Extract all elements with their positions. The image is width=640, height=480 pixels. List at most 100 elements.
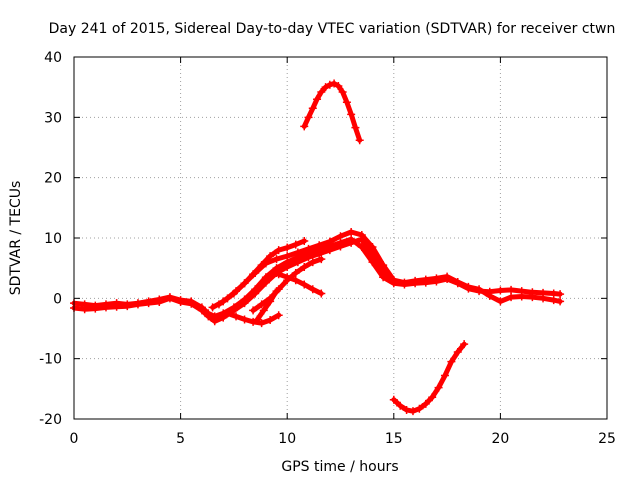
data-point — [112, 302, 121, 311]
data-point — [251, 289, 260, 298]
data-point — [368, 243, 377, 252]
data-point — [259, 306, 268, 315]
data-point — [144, 299, 153, 308]
data-point — [274, 246, 283, 255]
data-point — [197, 306, 206, 315]
data-point — [240, 315, 249, 324]
data-point — [517, 292, 526, 301]
data-point — [223, 294, 232, 303]
data-point — [155, 297, 164, 306]
data-point — [266, 297, 275, 306]
data-point — [315, 241, 324, 250]
data-point — [176, 297, 185, 306]
series-line — [391, 341, 467, 414]
data-point — [300, 237, 309, 246]
data-point — [261, 278, 270, 287]
y-tick-label: 10 — [44, 231, 62, 247]
data-point — [355, 136, 364, 145]
data-point — [325, 80, 334, 89]
y-tick-label: 0 — [53, 291, 62, 307]
data-point — [539, 294, 548, 303]
data-point — [304, 113, 313, 122]
data-point — [338, 87, 347, 96]
x-tick-label: 15 — [385, 431, 403, 447]
data-point — [272, 287, 281, 296]
x-axis-title: GPS time / hours — [281, 459, 398, 475]
data-point — [507, 285, 516, 294]
data-point — [240, 299, 249, 308]
data-point — [300, 262, 309, 271]
series-arc-lower — [389, 340, 469, 416]
data-point — [204, 312, 213, 321]
y-tick-label: -20 — [39, 412, 62, 428]
data-point — [165, 294, 174, 303]
data-point — [351, 123, 360, 132]
x-tick-label: 20 — [491, 431, 509, 447]
data-point — [379, 261, 388, 270]
data-point — [317, 289, 326, 298]
x-tick-label: 5 — [176, 431, 185, 447]
data-point — [336, 232, 345, 241]
data-point — [313, 95, 322, 104]
tick-labels: 0 5 10 15 20 25 -20 -10 0 10 20 30 40 — [39, 50, 616, 447]
x-tick-label: 25 — [598, 431, 616, 447]
data-point — [330, 79, 339, 88]
ticks — [73, 56, 608, 420]
data-point — [257, 300, 266, 309]
data-point — [283, 273, 292, 282]
data-point — [415, 404, 424, 413]
data-point — [321, 83, 330, 92]
data-point — [408, 407, 417, 416]
data-point — [528, 293, 537, 302]
data-point — [325, 237, 334, 246]
data-point — [485, 291, 494, 300]
data-point — [315, 249, 324, 258]
data-point — [223, 309, 232, 318]
data-point — [123, 302, 132, 311]
y-tick-label: 20 — [44, 171, 62, 187]
data-point — [421, 399, 430, 408]
data-point — [133, 300, 142, 309]
data-point — [347, 238, 356, 247]
data-point — [434, 383, 443, 392]
data-point — [389, 395, 398, 404]
data-point — [556, 297, 565, 306]
data-point — [447, 357, 456, 366]
series-track-side-c — [274, 270, 326, 298]
data-point — [400, 278, 409, 287]
y-axis-title: SDTVAR / TECUs — [8, 181, 24, 296]
data-point — [291, 240, 300, 249]
data-point — [334, 81, 343, 90]
data-point — [249, 270, 258, 279]
data-point — [266, 252, 275, 261]
data-point — [453, 348, 462, 357]
data-point — [214, 300, 223, 309]
data-point — [389, 276, 398, 285]
data-point — [257, 261, 266, 270]
data-point — [187, 299, 196, 308]
data-point — [411, 276, 420, 285]
data-point — [428, 393, 437, 402]
chart-title: Day 241 of 2015, Sidereal Day-to-day VTE… — [49, 21, 616, 37]
y-tick-label: 40 — [44, 50, 62, 66]
x-tick-label: 10 — [278, 431, 296, 447]
series-layer — [70, 79, 565, 416]
data-point — [325, 246, 334, 255]
data-point — [283, 243, 292, 252]
data-point — [253, 315, 262, 324]
data-point — [274, 270, 283, 279]
data-point — [249, 306, 258, 315]
data-point — [402, 405, 411, 414]
data-point — [293, 248, 302, 257]
data-point — [80, 305, 89, 314]
data-point — [232, 312, 241, 321]
data-point — [496, 297, 505, 306]
data-point — [453, 278, 462, 287]
y-tick-label: -10 — [39, 352, 62, 368]
data-point — [91, 304, 100, 313]
data-point — [208, 303, 217, 312]
data-point — [308, 258, 317, 267]
data-point — [464, 282, 473, 291]
data-point — [308, 285, 317, 294]
